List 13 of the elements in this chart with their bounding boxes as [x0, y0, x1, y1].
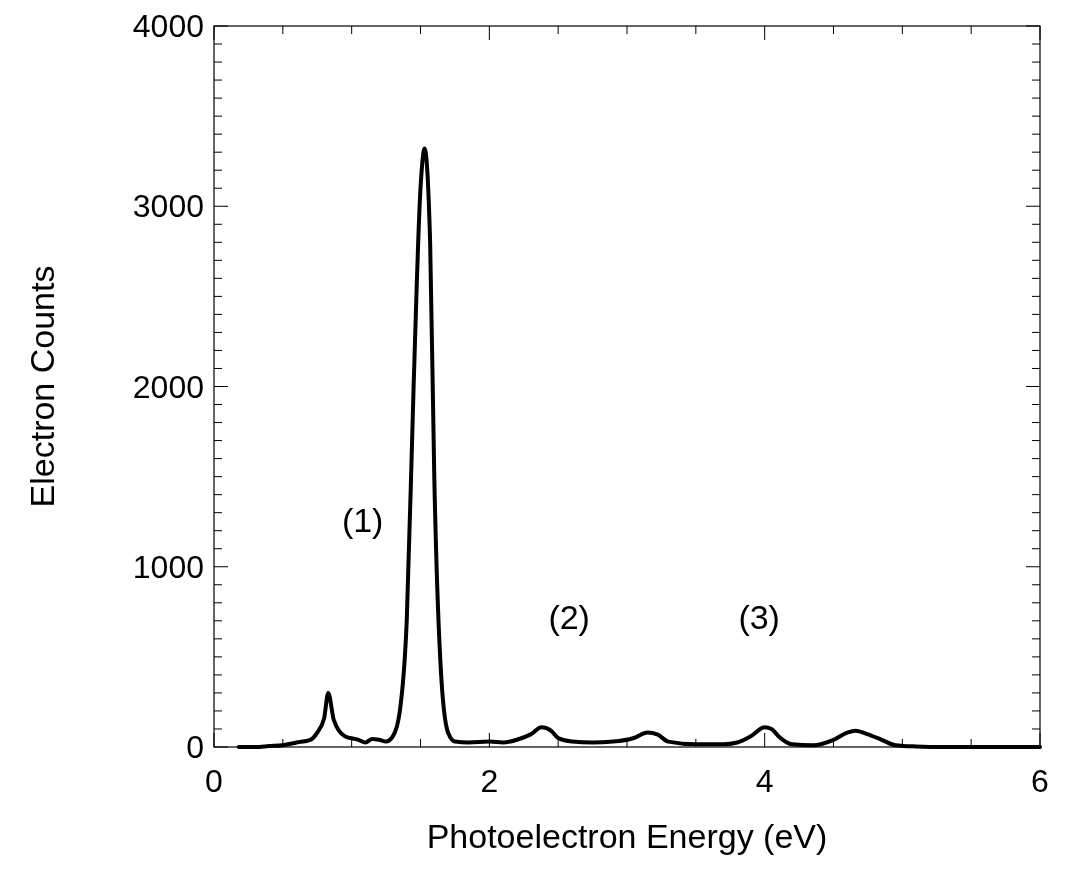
annotation: (1) [341, 500, 384, 539]
x-axis-title: Photoelectron Energy (eV) [426, 817, 828, 855]
y-tick-label: 4000 [132, 8, 204, 45]
y-tick-label: 2000 [132, 368, 204, 405]
x-tick-label: 4 [755, 763, 774, 799]
y-tick-label: 0 [186, 729, 204, 766]
y-tick-label: 3000 [132, 188, 204, 225]
y-tick-label: 1000 [132, 548, 204, 585]
annotation: (3) [738, 598, 780, 637]
x-tick-label: 2 [480, 763, 499, 799]
y-axis-title: Electron Counts [23, 265, 61, 508]
x-tick-label: 6 [1031, 763, 1049, 799]
annotation: (2) [548, 598, 590, 637]
